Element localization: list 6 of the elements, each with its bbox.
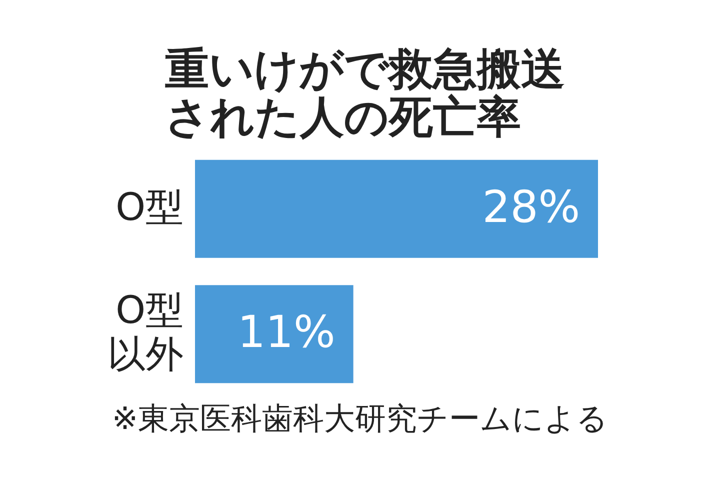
text: ※東京医科歯科大研究チームによる xyxy=(112,401,608,437)
y-tick-label: O型 xyxy=(116,184,184,229)
chart-title: 重いけがで救急搬送された人の死亡率 xyxy=(165,44,565,143)
y-tick-label: O型以外 xyxy=(108,288,184,376)
data-label: 11% xyxy=(238,307,336,358)
data-label: 28% xyxy=(482,182,580,233)
